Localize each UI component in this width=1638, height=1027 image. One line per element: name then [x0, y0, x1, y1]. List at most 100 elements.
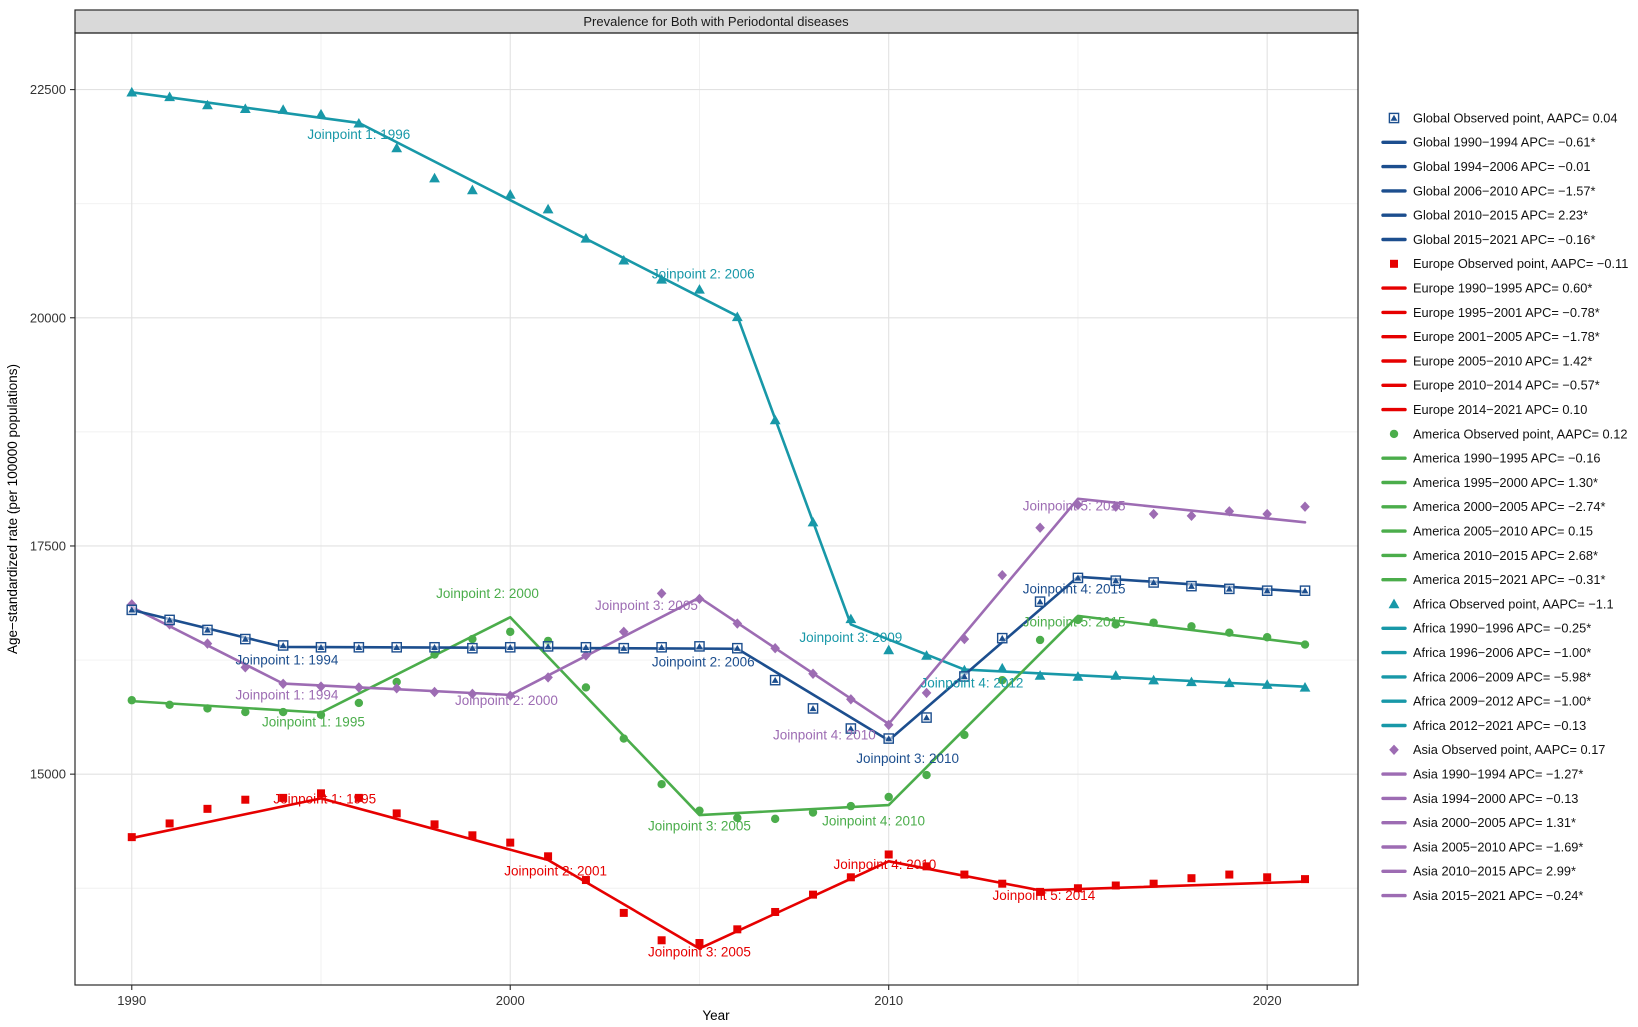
legend-europe-point-glyph: [1390, 259, 1398, 268]
observed-point-america: [1187, 622, 1196, 631]
legend-item-label: Global 2015−2021 APC= −0.16*: [1413, 232, 1596, 247]
legend-item-label: Global 2006−2010 APC= −1.57*: [1413, 183, 1596, 198]
observed-point-europe: [771, 907, 780, 916]
observed-point-global: [998, 634, 1006, 641]
series-america: [127, 614, 1310, 824]
observed-point-asia: [543, 672, 553, 683]
joinpoint-label-africa: Joinpoint 3: 2009: [799, 630, 902, 645]
joinpoint-label-europe: Joinpoint 3: 2005: [648, 945, 751, 960]
observed-point-asia: [391, 683, 402, 694]
observed-point-global: [620, 644, 628, 651]
observed-point-europe: [317, 789, 326, 798]
joinpoint-label-america: Joinpoint 1: 1995: [262, 715, 365, 730]
observed-point-europe: [1263, 873, 1272, 882]
observed-point-asia: [1300, 501, 1310, 512]
observed-point-europe: [657, 936, 666, 945]
x-tick-label: 2000: [496, 993, 525, 1008]
observed-point-europe: [392, 809, 401, 818]
legend-item-america: America Observed point, AAPC= 0.12: [1389, 426, 1627, 441]
observed-point-africa: [504, 189, 516, 199]
legend-item-asia: Asia 2015−2021 APC= −0.24*: [1381, 888, 1583, 903]
joinpoint-label-global: Joinpoint 2: 2006: [652, 654, 755, 669]
observed-point-europe: [1187, 874, 1196, 883]
observed-point-global: [355, 643, 363, 650]
series-asia: [126, 497, 1310, 731]
observed-point-america: [1262, 633, 1272, 642]
observed-point-europe: [165, 819, 174, 828]
observed-point-africa: [126, 86, 138, 97]
observed-point-america: [1225, 628, 1234, 637]
legend-item-label: Asia 1994−2000 APC= −0.13: [1413, 791, 1578, 806]
observed-point-europe: [241, 795, 250, 804]
observed-point-global: [1263, 587, 1271, 594]
legend-item-europe: Europe 1995−2001 APC= −0.78*: [1381, 305, 1600, 320]
observed-point-europe: [279, 793, 288, 802]
observed-point-america: [278, 707, 288, 717]
observed-point-america: [695, 806, 704, 815]
legend-item-label: America 1990−1995 APC= −0.16: [1413, 451, 1600, 466]
joinpoint-label-global: Joinpoint 4: 2015: [1023, 581, 1126, 596]
observed-point-africa: [164, 91, 176, 102]
legend-asia-point-glyph: [1389, 744, 1399, 755]
observed-point-global: [1112, 577, 1120, 584]
legend-item-africa: Africa Observed point, AAPC= −1.1: [1388, 596, 1614, 611]
legend-item-label: Asia 2010−2015 APC= 2.99*: [1413, 864, 1576, 879]
legend-item-label: America 2005−2010 APC= 0.15: [1413, 524, 1593, 539]
observed-point-global: [582, 643, 590, 650]
observed-point-global: [696, 643, 703, 650]
observed-point-global: [204, 626, 211, 633]
observed-point-america: [1111, 620, 1120, 629]
observed-point-america: [127, 696, 136, 705]
legend-item-europe: Europe 2005−2010 APC= 1.42*: [1381, 353, 1592, 368]
observed-point-europe: [619, 908, 628, 917]
observed-point-africa: [1261, 679, 1273, 689]
legend-item-asia: Asia 1990−1994 APC= −1.27*: [1381, 767, 1583, 782]
observed-point-global: [885, 735, 893, 742]
x-tick-label: 1990: [117, 993, 146, 1008]
observed-point-asia: [694, 593, 705, 605]
legend-item-label: America Observed point, AAPC= 0.12: [1413, 426, 1627, 441]
joinpoint-label-america: Joinpoint 2: 2000: [436, 586, 539, 601]
legend-item-africa: Africa 2009−2012 APC= −1.00*: [1381, 694, 1591, 709]
observed-point-africa: [466, 184, 478, 195]
observed-point-africa: [542, 203, 554, 214]
joinpoint-label-asia: Joinpoint 5: 2015: [1023, 498, 1126, 513]
legend-item-label: Europe 1990−1995 APC= 0.60*: [1413, 281, 1592, 296]
observed-point-global: [1225, 585, 1233, 592]
observed-point-asia: [505, 690, 516, 701]
observed-point-global: [847, 725, 855, 732]
observed-point-global: [431, 643, 438, 650]
legend: Global Observed point, AAPC= 0.04 Global …: [1381, 110, 1628, 903]
observed-point-america: [392, 677, 401, 687]
observed-point-europe: [1036, 887, 1045, 896]
legend-item-label: Africa 1990−1996 APC= −0.25*: [1413, 621, 1591, 636]
observed-point-america: [657, 779, 666, 789]
observed-point-africa: [429, 172, 440, 183]
observed-point-europe: [733, 925, 742, 934]
legend-item-asia: Asia 2000−2005 APC= 1.31*: [1381, 815, 1576, 830]
x-tick-label: 2010: [874, 993, 903, 1008]
legend-item-label: Africa 1996−2006 APC= −1.00*: [1413, 645, 1591, 660]
observed-point-europe: [1073, 884, 1082, 893]
legend-item-label: America 2015−2021 APC= −0.31*: [1413, 572, 1605, 587]
series-layer: [126, 86, 1311, 950]
observed-point-europe: [922, 862, 931, 871]
observed-point-europe: [809, 890, 818, 899]
observed-point-europe: [1301, 875, 1310, 884]
observed-point-global: [771, 676, 779, 683]
observed-point-asia: [1110, 501, 1121, 512]
observed-point-america: [203, 704, 212, 713]
observed-point-europe: [544, 852, 553, 861]
observed-point-asia: [618, 626, 629, 637]
legend-item-label: Global Observed point, AAPC= 0.04: [1413, 110, 1618, 125]
y-axis-title: Age−standardized rate (per 100000 popula…: [5, 364, 20, 654]
legend-item-america: America 1990−1995 APC= −0.16: [1381, 451, 1600, 466]
observed-point-global: [1188, 582, 1195, 589]
legend-item-label: Europe 2010−2014 APC= −0.57*: [1413, 378, 1600, 393]
joinpoint-label-africa: Joinpoint 4: 2012: [921, 675, 1024, 690]
legend-item-label: Africa 2006−2009 APC= −5.98*: [1413, 669, 1591, 684]
observed-point-africa: [202, 99, 213, 110]
grid-layer: [75, 33, 1358, 985]
legend-item-global: Global 2015−2021 APC= −0.16*: [1381, 232, 1596, 247]
